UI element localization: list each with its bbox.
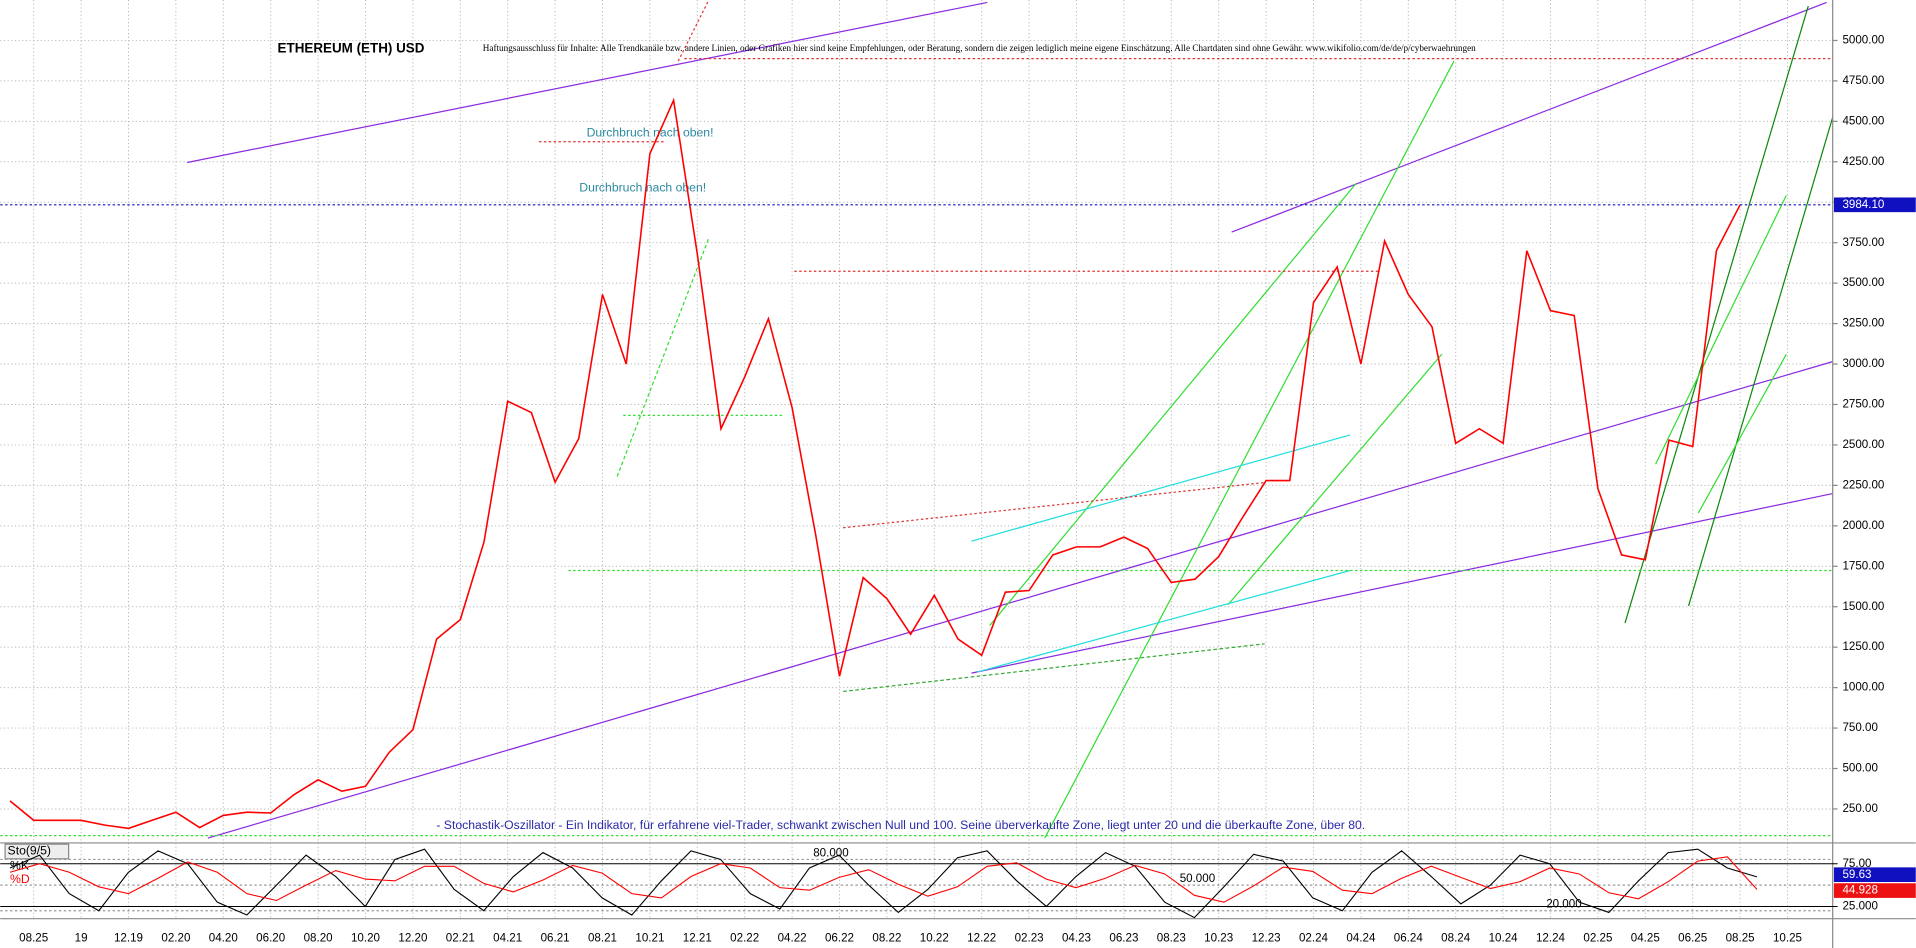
x-tick-label: 08.21 (588, 931, 617, 944)
last-price-box (1833, 197, 1916, 213)
x-tick-label: 10.21 (635, 931, 664, 944)
x-tick-label: 02.23 (1015, 931, 1044, 944)
last-value-label: 44.928 (1842, 884, 1877, 897)
x-tick-label: 02.24 (1299, 931, 1329, 944)
y-tick-label: 2500.00 (1842, 438, 1884, 451)
y-tick-label: 2750.00 (1842, 398, 1884, 411)
legend-entry: %D (10, 872, 30, 886)
y-tick-label: 2250.00 (1842, 478, 1884, 491)
annotation: Durchbruch nach oben! (579, 180, 706, 194)
x-tick-label: 06.20 (256, 931, 285, 944)
x-tick-label: 06.22 (825, 931, 854, 944)
last-value-box (1833, 867, 1916, 883)
y-tick-label: 1500.00 (1842, 600, 1884, 613)
y-tick-label: 3250.00 (1842, 317, 1884, 330)
y-tick-label: 1750.00 (1842, 559, 1884, 572)
y-tick-label: 4250.00 (1842, 155, 1884, 168)
x-tick-label: 08.23 (1157, 931, 1186, 944)
x-tick-label: 08.20 (304, 931, 333, 944)
y-tick-label: 250.00 (1842, 802, 1877, 815)
y-tick-label: 2000.00 (1842, 519, 1884, 532)
y-tick-label: 750.00 (1842, 721, 1877, 734)
x-tick-label: 04.20 (209, 931, 238, 944)
y-tick-label: 3500.00 (1842, 276, 1884, 289)
y-tick-label: 1000.00 (1842, 681, 1884, 694)
trend-lines (0, 0, 1834, 839)
indicator-label: Sto(9/5) (8, 844, 51, 858)
x-tick-label: 12.23 (1252, 931, 1281, 944)
price-line (9, 97, 1741, 830)
x-tick-label: 10.23 (1204, 931, 1233, 944)
x-tick-label: 08.25 (19, 931, 48, 944)
x-tick-label: 10.22 (920, 931, 949, 944)
x-tick-label: 08.24 (1441, 931, 1471, 944)
last-value-box (1833, 883, 1916, 898)
x-tick-label: 19 (75, 931, 88, 944)
x-tick-label: 04.25 (1631, 931, 1660, 944)
x-tick-label: 02.21 (446, 931, 475, 944)
y-tick-label: 75.00 (1842, 857, 1871, 870)
x-tick-label: 10.25 (1773, 931, 1802, 944)
y-tick-label: 1250.00 (1842, 640, 1884, 653)
x-tick-label: 04.24 (1346, 931, 1376, 944)
x-tick-label: 02.20 (161, 931, 190, 944)
x-tick-label: 12.22 (967, 931, 996, 944)
x-tick-label: 02.25 (1583, 931, 1612, 944)
level-label: 80.000 (813, 846, 848, 859)
x-tick-label: 12.20 (398, 931, 427, 944)
x-tick-label: 04.23 (1062, 931, 1091, 944)
last-value-label: 59.63 (1842, 868, 1871, 881)
level-label: 50.000 (1180, 872, 1215, 885)
x-tick-label: 06.23 (1109, 931, 1138, 944)
x-tick-label: 10.24 (1489, 931, 1519, 944)
y-tick-label: 4500.00 (1842, 114, 1884, 127)
last-price-label: 3984.10 (1842, 198, 1884, 211)
x-tick-label: 06.25 (1678, 931, 1707, 944)
x-tick-label: 08.25 (1726, 931, 1755, 944)
chart-title: ETHEREUM (ETH) USD (278, 40, 425, 55)
x-tick-label: 06.21 (541, 931, 570, 944)
x-tick-label: 04.21 (493, 931, 522, 944)
oscillator-line (9, 856, 1758, 903)
level-label: 20.000 (1546, 898, 1581, 911)
y-tick-label: 500.00 (1842, 762, 1877, 775)
x-tick-label: 04.22 (778, 931, 807, 944)
x-tick-label: 12.19 (114, 931, 143, 944)
x-tick-label: 12.21 (683, 931, 712, 944)
y-tick-label: 3750.00 (1842, 236, 1884, 249)
x-tick-label: 12.24 (1536, 931, 1566, 944)
x-tick-label: 06.24 (1394, 931, 1424, 944)
oscillator-line (9, 848, 1758, 919)
x-tick-label: 02.22 (730, 931, 759, 944)
x-tick-label: 08.22 (872, 931, 901, 944)
y-tick-label: 25.000 (1842, 900, 1877, 913)
x-tick-label: 10.20 (351, 931, 380, 944)
annotation: - Stochastik-Oszillator - Ein Indikator,… (436, 818, 1365, 832)
y-tick-label: 5000.00 (1842, 34, 1884, 47)
grid (0, 0, 1833, 919)
annotation: Durchbruch nach oben! (587, 125, 714, 139)
y-tick-label: 3000.00 (1842, 357, 1884, 370)
disclaimer: Haftungsausschluss für Inhalte: Alle Tre… (483, 43, 1476, 53)
y-tick-label: 4750.00 (1842, 74, 1884, 87)
